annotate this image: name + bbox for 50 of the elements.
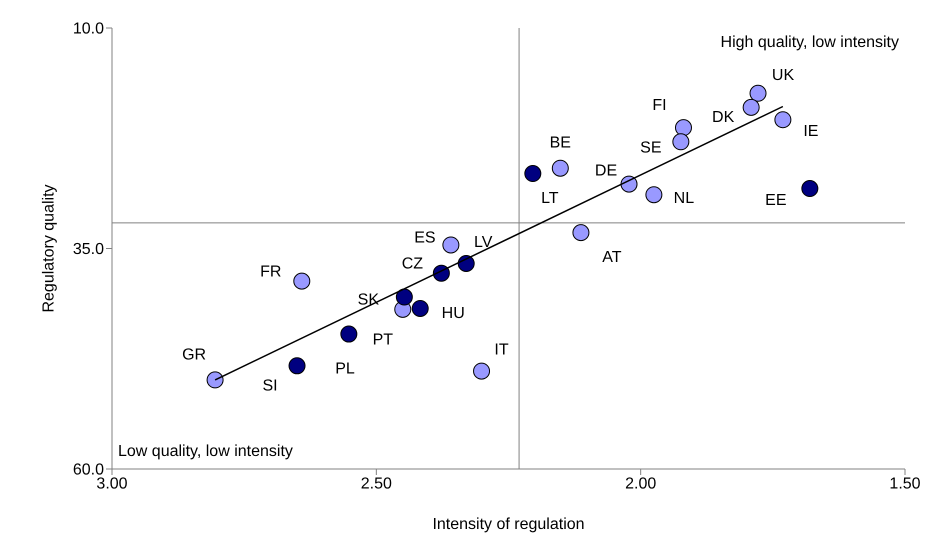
annotation: SI xyxy=(262,377,278,394)
annotation: IE xyxy=(803,123,818,140)
annotation: DK xyxy=(712,108,735,126)
y-tick-label: 10.0 xyxy=(72,20,104,38)
annotation: DE xyxy=(594,162,618,180)
point xyxy=(552,160,569,177)
point xyxy=(672,133,690,150)
point xyxy=(473,362,490,380)
point xyxy=(774,111,792,128)
annotation: UK xyxy=(772,66,794,84)
point xyxy=(442,236,460,254)
annotation: LV xyxy=(474,234,493,251)
annotation: CZ xyxy=(402,256,424,273)
annotation: SE xyxy=(640,139,662,156)
annotation: AT xyxy=(602,249,622,266)
annotation: ES xyxy=(414,229,436,246)
annotation: Low quality, low intensity xyxy=(118,443,293,461)
annotation: PL xyxy=(335,360,355,378)
y-tick-label: 35.0 xyxy=(72,241,104,258)
annotation: GR xyxy=(182,346,206,364)
annotation: EE xyxy=(765,192,787,210)
point xyxy=(206,371,224,388)
y-axis-title: Regulatory quality xyxy=(40,184,58,313)
point xyxy=(412,300,429,317)
x-tick-label: 2.00 xyxy=(625,475,656,492)
point xyxy=(396,288,413,306)
x-tick-label: 3.00 xyxy=(96,475,128,492)
point xyxy=(645,186,662,204)
x-axis-title: Intensity of regulation xyxy=(432,516,585,533)
annotation: IT xyxy=(494,342,509,359)
annotation: LT xyxy=(541,190,559,208)
annotation: SK xyxy=(358,292,380,309)
point xyxy=(742,98,760,116)
point xyxy=(288,357,306,374)
point xyxy=(801,180,818,198)
annotation: High quality, low intensity xyxy=(720,34,899,52)
point xyxy=(572,224,590,242)
point xyxy=(674,119,692,136)
annotation: HU xyxy=(442,304,465,322)
x-tick-label: 1.50 xyxy=(889,475,921,492)
point xyxy=(340,326,358,343)
annotation: FI xyxy=(652,97,667,114)
annotation: BE xyxy=(550,134,571,152)
point xyxy=(750,84,767,102)
annotation: PT xyxy=(372,332,394,349)
annotation: FR xyxy=(260,264,282,281)
point xyxy=(524,165,542,182)
x-tick-label: 2.50 xyxy=(360,475,392,492)
annotation: NL xyxy=(674,190,694,208)
point xyxy=(293,272,310,290)
